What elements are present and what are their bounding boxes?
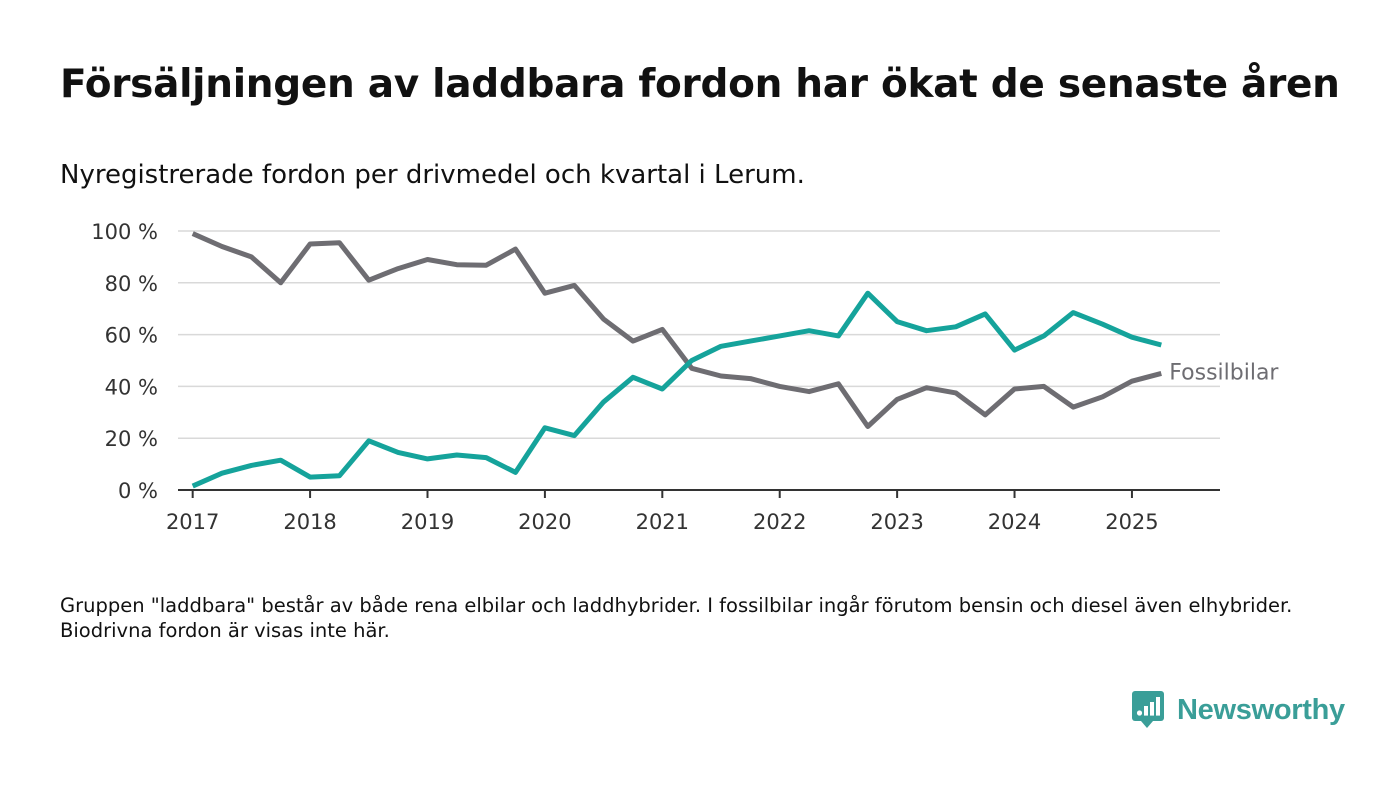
x-tick-label: 2024 [988,510,1041,534]
x-tick-label: 2020 [518,510,571,534]
line-chart: 0 % 20 % 40 % 60 % 80 % 100 % 2017 2018 2019 202… [91,220,1279,534]
gridlines [178,230,1220,439]
brand-logo[interactable]: Newsworthy [1131,690,1345,730]
x-axis: 2017 2018 2019 2020 2021 2022 2023 2024 2025 [166,489,1220,534]
y-axis-ticks: 0 % 20 % 40 % 60 % 80 % 100 % [91,220,158,503]
y-tick-label: 0 % [118,479,158,503]
footnote: Gruppen "laddbara" består av både rena e… [60,594,1293,642]
series-line [191,231,1162,429]
x-tick-label: 2018 [283,510,336,534]
series-labels: Fossilbilar [1169,360,1279,385]
series-lines [191,231,1162,489]
series-end-label: Fossilbilar [1169,360,1279,385]
x-tick-label: 2019 [401,510,454,534]
x-tick-label: 2022 [753,510,806,534]
chart-title: Försäljningen av laddbara fordon har öka… [60,62,1340,107]
chart-subtitle: Nyregistrerade fordon per drivmedel och … [60,160,805,190]
y-tick-label: 20 % [105,427,158,451]
series-line [191,290,1162,489]
newsworthy-logo-icon [1132,691,1164,728]
y-tick-label: 80 % [105,272,158,296]
x-tick-label: 2023 [870,510,923,534]
x-tick-label: 2025 [1105,510,1158,534]
x-tick-label: 2017 [166,510,219,534]
brand-name: Newsworthy [1177,693,1345,726]
y-tick-label: 60 % [105,324,158,348]
x-tick-label: 2021 [636,510,689,534]
y-tick-label: 40 % [105,375,158,399]
y-tick-label: 100 % [91,220,158,244]
